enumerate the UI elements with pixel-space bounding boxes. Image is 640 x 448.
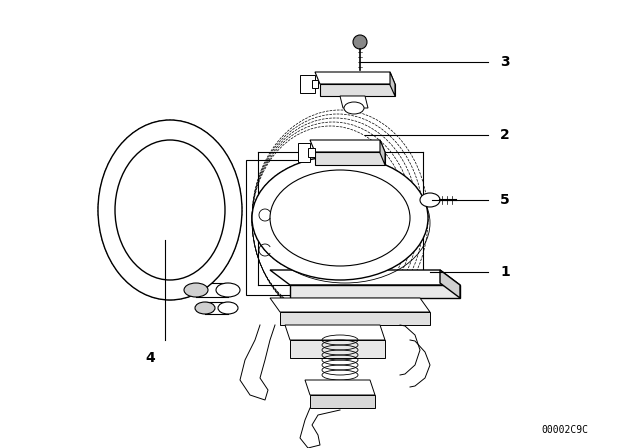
Ellipse shape: [115, 140, 225, 280]
Polygon shape: [320, 84, 395, 96]
Polygon shape: [298, 143, 310, 162]
Polygon shape: [310, 395, 375, 408]
Polygon shape: [390, 72, 395, 96]
Text: 4: 4: [145, 351, 155, 365]
Polygon shape: [440, 270, 460, 298]
Ellipse shape: [98, 120, 242, 300]
Ellipse shape: [184, 283, 208, 297]
Ellipse shape: [218, 302, 238, 314]
Polygon shape: [305, 380, 375, 395]
Text: 2: 2: [500, 128, 509, 142]
Polygon shape: [290, 285, 460, 298]
Polygon shape: [280, 312, 430, 325]
Polygon shape: [315, 152, 385, 165]
Ellipse shape: [420, 193, 440, 207]
Polygon shape: [380, 140, 385, 165]
Text: 3: 3: [500, 55, 509, 69]
Polygon shape: [308, 148, 315, 157]
Polygon shape: [246, 160, 300, 295]
Polygon shape: [310, 140, 385, 152]
Text: 5: 5: [500, 193, 509, 207]
Polygon shape: [270, 298, 430, 312]
Polygon shape: [300, 75, 315, 93]
Polygon shape: [270, 270, 460, 285]
Ellipse shape: [216, 283, 240, 297]
Ellipse shape: [353, 35, 367, 49]
Polygon shape: [312, 80, 318, 88]
Ellipse shape: [344, 102, 364, 114]
Polygon shape: [290, 340, 385, 358]
Polygon shape: [340, 96, 368, 108]
Polygon shape: [315, 72, 395, 84]
Text: 00002C9C: 00002C9C: [541, 425, 589, 435]
Ellipse shape: [195, 302, 215, 314]
Polygon shape: [285, 325, 385, 340]
Ellipse shape: [252, 156, 428, 280]
Ellipse shape: [270, 170, 410, 266]
Text: 1: 1: [500, 265, 509, 279]
